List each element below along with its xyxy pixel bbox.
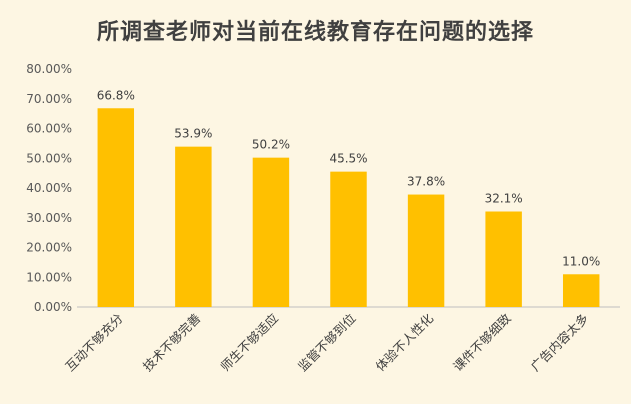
bar <box>330 171 367 307</box>
y-tick-label: 50.00% <box>26 151 72 165</box>
category-label: 体验不人性化 <box>373 310 437 374</box>
chart-title: 所调查老师对当前在线教育存在问题的选择 <box>96 20 534 45</box>
y-tick-label: 70.00% <box>26 92 72 106</box>
data-label: 11.0% <box>562 254 600 268</box>
data-label: 53.9% <box>174 127 212 141</box>
y-tick-label: 80.00% <box>26 62 72 76</box>
category-label: 互动不够充分 <box>62 311 126 375</box>
y-tick-label: 40.00% <box>26 181 72 195</box>
data-label: 50.2% <box>252 138 290 152</box>
bar <box>97 108 135 308</box>
y-tick-label: 20.00% <box>26 241 72 255</box>
category-label: 师生不够适应 <box>217 311 281 375</box>
bar <box>175 146 212 307</box>
bar <box>562 274 600 307</box>
category-label: 技术不够完善 <box>140 311 204 375</box>
y-tick-label: 10.00% <box>26 270 72 284</box>
y-tick-label: 60.00% <box>26 122 72 136</box>
data-label: 32.1% <box>485 192 523 206</box>
bar <box>407 194 445 307</box>
bar <box>252 157 290 307</box>
y-tick-label: 30.00% <box>26 211 72 225</box>
category-label: 广告内容太多 <box>528 311 592 375</box>
data-label: 66.8% <box>97 88 135 102</box>
category-label: 课件不够细致 <box>450 310 514 374</box>
y-tick-label: 0.00% <box>34 300 72 314</box>
bar <box>485 211 522 307</box>
data-label: 37.8% <box>407 175 445 189</box>
data-label: 45.5% <box>329 152 367 166</box>
category-label: 监管不够到位 <box>295 311 359 375</box>
